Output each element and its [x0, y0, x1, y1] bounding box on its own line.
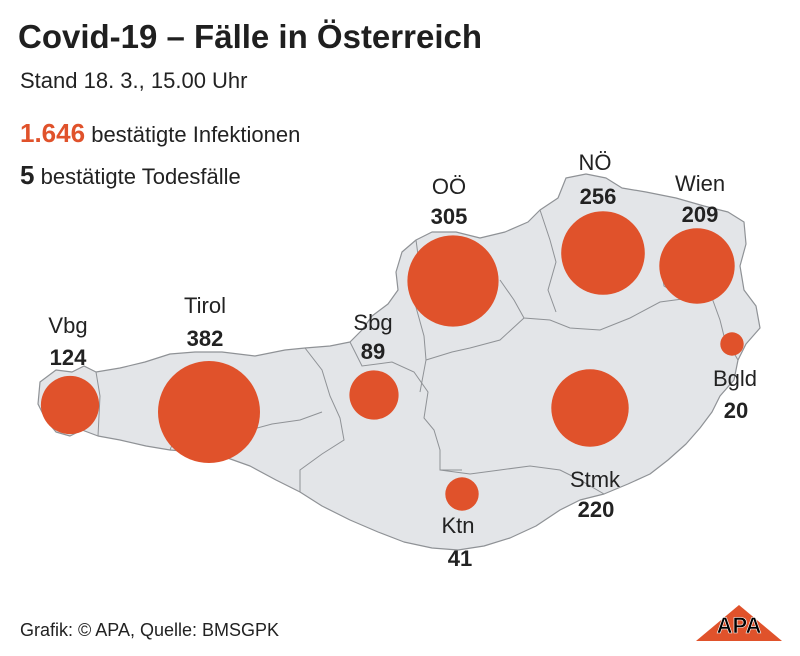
region-cases-stmk: 220 — [578, 497, 615, 522]
infections-label: bestätigte Infektionen — [91, 122, 301, 147]
region-cases-n: 256 — [580, 184, 617, 209]
region-cases-sbg: 89 — [361, 339, 385, 364]
region-name-stmk: Stmk — [570, 467, 621, 492]
deaths-label: bestätigte Todesfälle — [40, 164, 241, 189]
deaths-value: 5 — [20, 160, 35, 190]
deaths-stat: 5 bestätigte Todesfälle — [20, 160, 241, 191]
bubble-n — [561, 211, 645, 295]
region-name-n: NÖ — [579, 150, 612, 175]
region-cases-o: 305 — [431, 204, 468, 229]
bubble-bgld — [720, 332, 744, 356]
region-cases-tirol: 382 — [187, 326, 224, 351]
bubble-stmk — [551, 369, 629, 447]
region-cases-wien: 209 — [682, 202, 719, 227]
apa-logo-triangle — [696, 605, 782, 641]
bubble-tirol — [158, 361, 260, 463]
region-name-vbg: Vbg — [48, 313, 87, 338]
region-name-sbg: Sbg — [353, 310, 392, 335]
region-name-tirol: Tirol — [184, 293, 226, 318]
footer-credit: Grafik: © APA, Quelle: BMSGPK — [20, 620, 280, 640]
page-subtitle: Stand 18. 3., 15.00 Uhr — [20, 68, 248, 93]
region-name-ktn: Ktn — [441, 513, 474, 538]
bubble-wien — [659, 228, 735, 304]
apa-logo-text: APA — [717, 613, 762, 638]
region-cases-ktn: 41 — [448, 546, 472, 571]
region-name-o: OÖ — [432, 174, 466, 199]
infections-stat: 1.646 bestätigte Infektionen — [20, 118, 300, 149]
region-cases-vbg: 124 — [50, 345, 87, 370]
region-name-wien: Wien — [675, 171, 725, 196]
bubble-sbg — [349, 370, 399, 420]
bubble-ktn — [445, 477, 479, 511]
page-title: Covid-19 – Fälle in Österreich — [18, 18, 482, 55]
apa-logo: APA — [696, 605, 782, 641]
infections-value: 1.646 — [20, 118, 86, 148]
bubble-vbg — [40, 375, 100, 435]
bubble-o — [407, 235, 499, 327]
region-name-bgld: Bgld — [713, 366, 757, 391]
region-cases-bgld: 20 — [724, 398, 748, 423]
